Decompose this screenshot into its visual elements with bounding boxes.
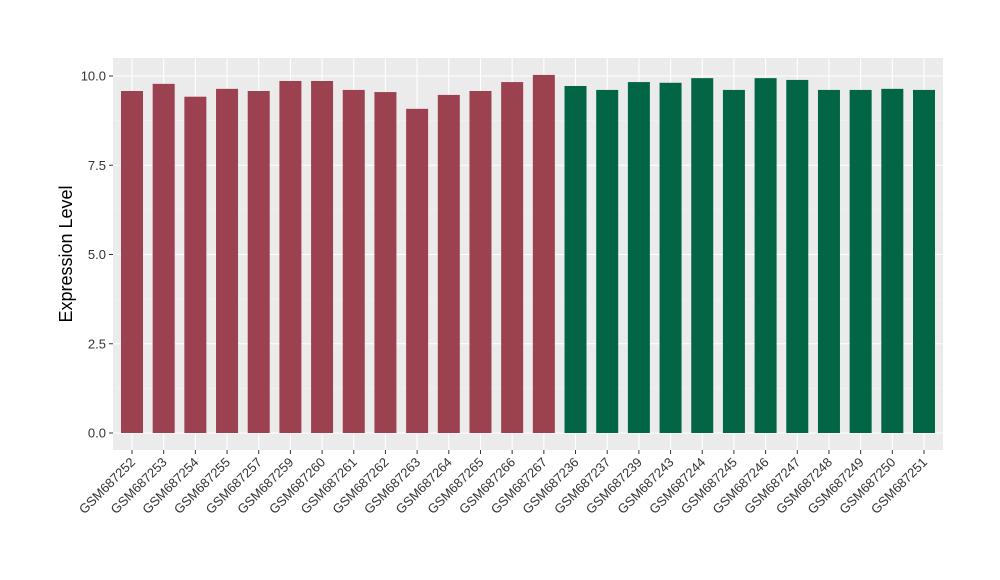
bar	[881, 88, 904, 434]
bar	[501, 82, 524, 433]
bar	[121, 90, 143, 433]
bar	[279, 80, 302, 434]
bar	[691, 78, 714, 433]
bar	[596, 89, 619, 433]
bar	[817, 89, 840, 433]
y-tick-label: 2.5	[88, 336, 106, 351]
bar	[216, 88, 239, 434]
bar	[406, 108, 429, 434]
bar	[659, 82, 682, 434]
bar	[469, 90, 492, 433]
bar	[437, 94, 460, 434]
y-tick-label: 5.0	[88, 247, 106, 262]
bar	[722, 89, 745, 433]
bar	[342, 89, 365, 433]
bar	[754, 78, 777, 433]
bar	[247, 90, 270, 433]
bar	[564, 85, 587, 433]
bar	[152, 83, 175, 433]
bar	[627, 82, 650, 433]
bar	[913, 89, 935, 433]
bar	[532, 74, 555, 433]
bar	[849, 89, 872, 433]
bar	[184, 96, 207, 434]
y-tick-label: 7.5	[88, 158, 106, 173]
bar	[311, 80, 334, 434]
bar	[374, 92, 397, 433]
y-axis-title: Expression Level	[56, 185, 76, 322]
bar	[786, 79, 809, 433]
y-tick-label: 0.0	[88, 426, 106, 441]
y-tick-label: 10.0	[81, 69, 106, 84]
